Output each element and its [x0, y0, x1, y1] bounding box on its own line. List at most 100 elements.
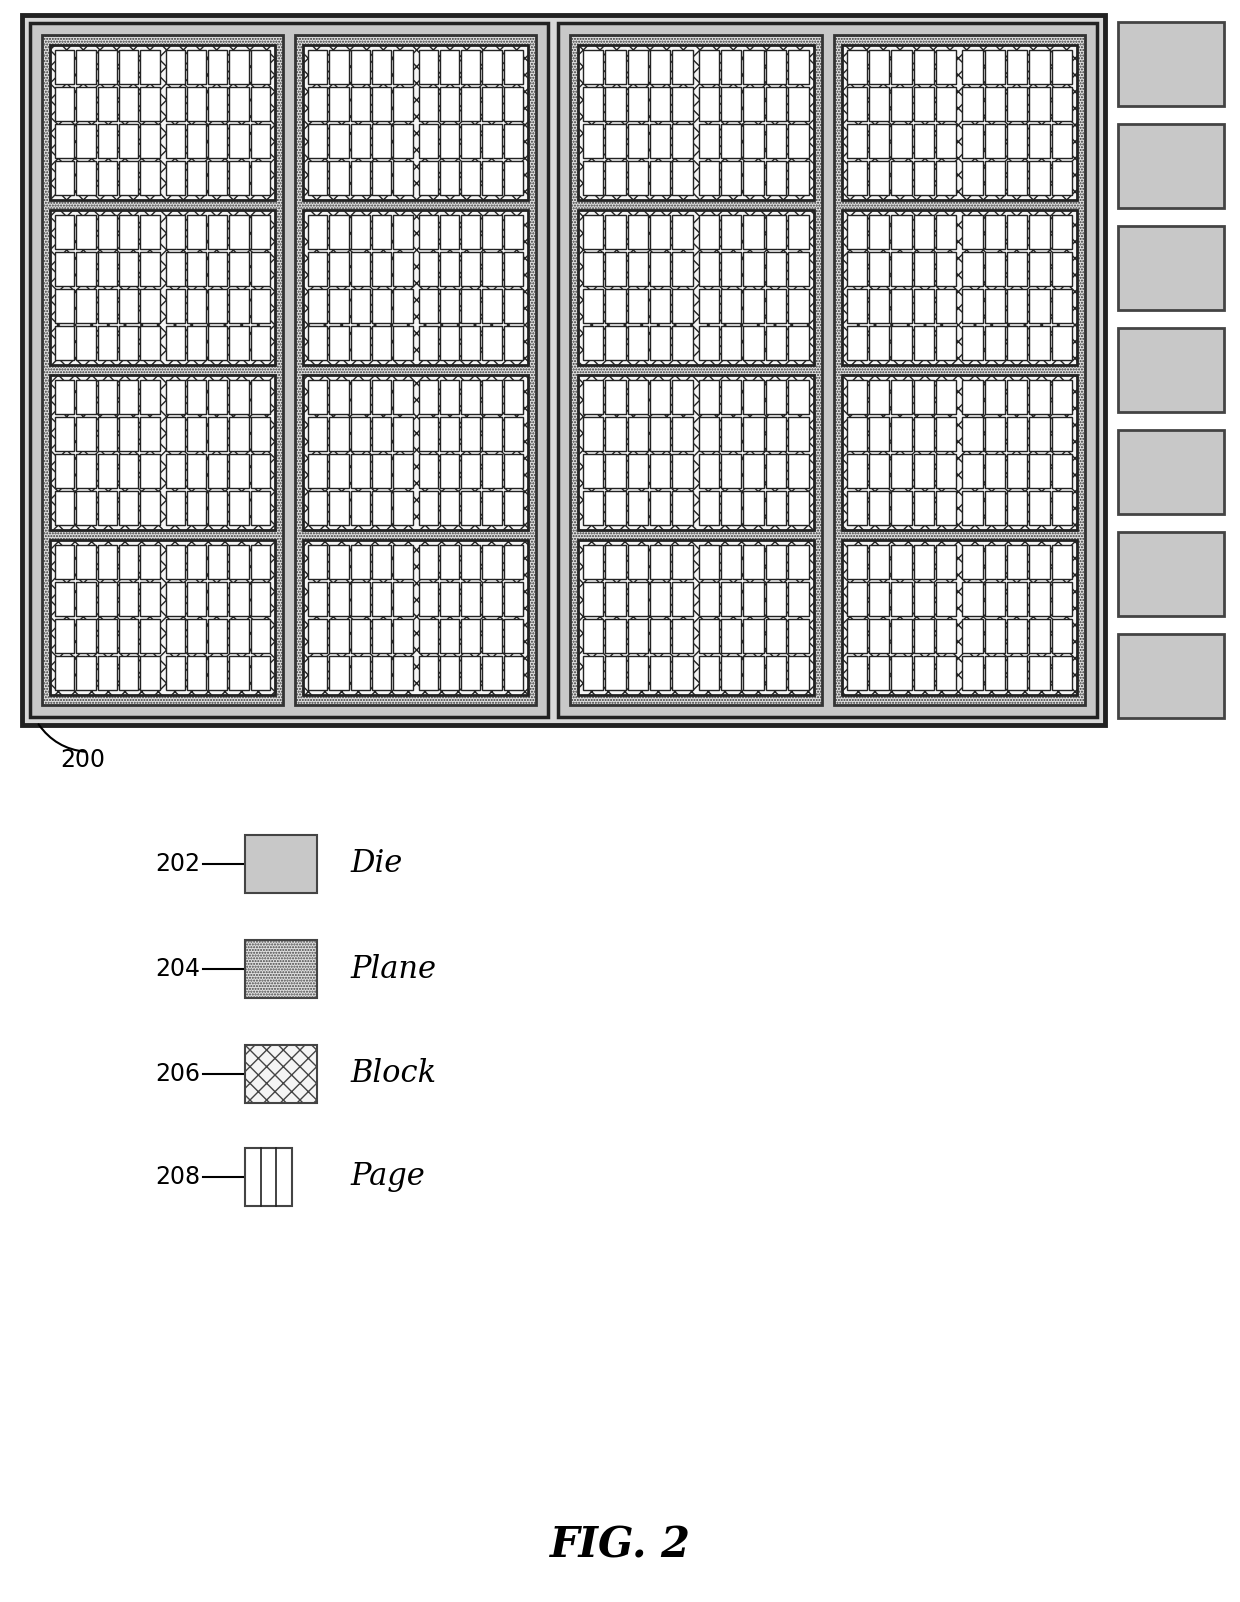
- Bar: [461, 160, 480, 195]
- Bar: [936, 123, 956, 159]
- Bar: [1052, 490, 1073, 525]
- Bar: [461, 215, 480, 248]
- Bar: [503, 87, 523, 122]
- Bar: [766, 160, 786, 195]
- Bar: [699, 50, 719, 83]
- Bar: [308, 490, 327, 525]
- Bar: [578, 45, 813, 200]
- Bar: [869, 453, 889, 489]
- Bar: [55, 87, 74, 122]
- Bar: [789, 490, 808, 525]
- Bar: [308, 215, 327, 248]
- Text: 200: 200: [60, 748, 105, 772]
- Bar: [22, 14, 1105, 726]
- Bar: [229, 288, 249, 324]
- Bar: [229, 87, 249, 122]
- Bar: [419, 123, 438, 159]
- Bar: [119, 123, 138, 159]
- Bar: [892, 655, 911, 690]
- Bar: [605, 545, 626, 578]
- Bar: [627, 252, 649, 287]
- Bar: [672, 288, 693, 324]
- Bar: [847, 215, 867, 248]
- Bar: [461, 380, 480, 413]
- Bar: [393, 50, 413, 83]
- Bar: [936, 453, 956, 489]
- Bar: [440, 215, 459, 248]
- Bar: [372, 618, 391, 654]
- Bar: [308, 655, 327, 690]
- Bar: [847, 123, 867, 159]
- Bar: [77, 545, 95, 578]
- Bar: [419, 288, 438, 324]
- Bar: [50, 210, 275, 365]
- Bar: [1052, 655, 1073, 690]
- Bar: [208, 490, 227, 525]
- Bar: [1007, 87, 1027, 122]
- Bar: [985, 50, 1004, 83]
- Bar: [722, 325, 742, 360]
- Bar: [119, 380, 138, 413]
- Bar: [583, 453, 604, 489]
- Bar: [330, 582, 348, 617]
- Bar: [330, 490, 348, 525]
- Bar: [140, 160, 160, 195]
- Bar: [98, 655, 117, 690]
- Bar: [440, 618, 459, 654]
- Bar: [165, 215, 185, 248]
- Bar: [605, 123, 626, 159]
- Bar: [985, 87, 1004, 122]
- Bar: [672, 545, 693, 578]
- Bar: [744, 618, 764, 654]
- Bar: [722, 582, 742, 617]
- Bar: [578, 375, 813, 530]
- Bar: [892, 417, 911, 452]
- Text: Die: Die: [350, 849, 402, 879]
- Bar: [699, 87, 719, 122]
- Bar: [699, 123, 719, 159]
- Bar: [55, 545, 74, 578]
- Bar: [440, 655, 459, 690]
- Bar: [393, 288, 413, 324]
- Bar: [77, 87, 95, 122]
- Bar: [372, 417, 391, 452]
- Bar: [583, 325, 604, 360]
- Bar: [1029, 123, 1049, 159]
- Bar: [962, 160, 982, 195]
- Bar: [766, 582, 786, 617]
- Bar: [187, 87, 206, 122]
- Bar: [303, 375, 528, 530]
- Bar: [208, 380, 227, 413]
- Bar: [766, 87, 786, 122]
- Bar: [847, 87, 867, 122]
- Bar: [393, 655, 413, 690]
- Bar: [583, 123, 604, 159]
- Bar: [372, 490, 391, 525]
- Bar: [650, 582, 671, 617]
- Bar: [351, 288, 370, 324]
- Bar: [936, 618, 956, 654]
- Bar: [892, 618, 911, 654]
- Bar: [605, 582, 626, 617]
- Bar: [936, 325, 956, 360]
- Bar: [503, 453, 523, 489]
- Bar: [229, 490, 249, 525]
- Bar: [372, 380, 391, 413]
- Bar: [847, 288, 867, 324]
- Bar: [308, 87, 327, 122]
- Bar: [229, 618, 249, 654]
- Bar: [140, 582, 160, 617]
- Bar: [419, 618, 438, 654]
- Bar: [1029, 380, 1049, 413]
- Bar: [583, 215, 604, 248]
- Bar: [98, 582, 117, 617]
- Bar: [187, 160, 206, 195]
- Bar: [766, 123, 786, 159]
- Bar: [985, 545, 1004, 578]
- Bar: [962, 123, 982, 159]
- Bar: [482, 545, 502, 578]
- Bar: [914, 453, 934, 489]
- Bar: [699, 453, 719, 489]
- Bar: [482, 215, 502, 248]
- Bar: [789, 123, 808, 159]
